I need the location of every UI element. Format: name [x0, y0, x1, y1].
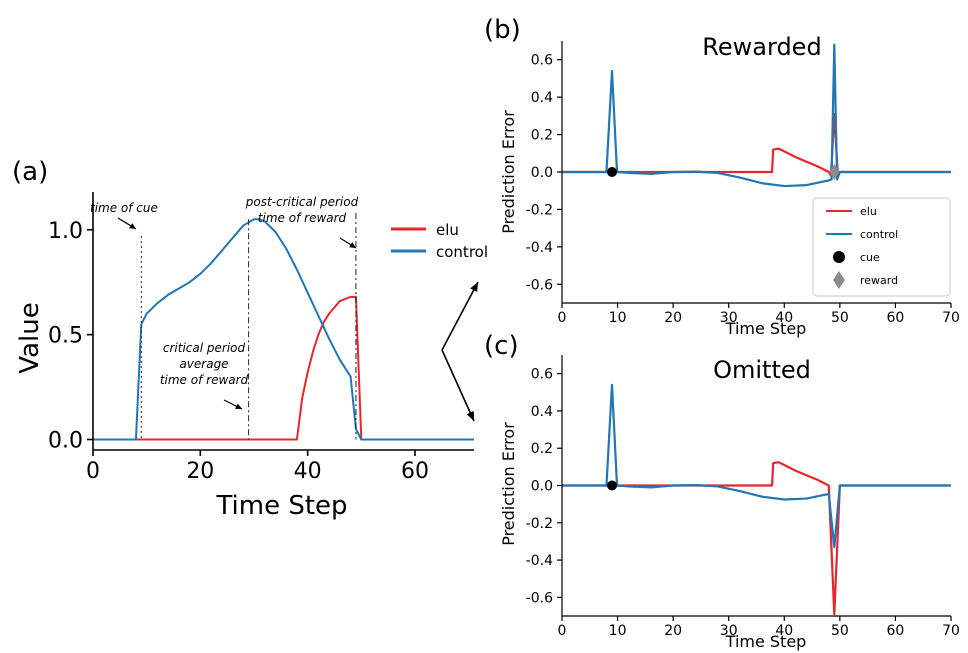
x-tick-label: 50: [831, 310, 849, 326]
y-tick-label: 0.4: [531, 404, 553, 420]
connector-arrows: [441, 281, 479, 422]
x-tick-label: 50: [831, 623, 849, 639]
x-tick-label: 20: [664, 623, 682, 639]
panel-a-legend: elu control: [391, 221, 488, 261]
x-tick-label: 20: [186, 459, 214, 484]
arrow-to-panel-c-head: [466, 411, 474, 421]
panel-c-title: Omitted: [713, 356, 811, 384]
critical-annotation-arrow-head: [235, 403, 242, 409]
legend-label-control: control: [860, 228, 898, 241]
x-tick-label: 40: [775, 623, 793, 639]
y-tick-label: -0.4: [526, 553, 553, 569]
y-tick-label: -0.6: [526, 590, 553, 606]
x-tick-label: 10: [609, 623, 627, 639]
post-critical-annotation-arrow-head: [349, 242, 356, 248]
reward-marker: [829, 164, 840, 180]
cue-marker: [607, 167, 618, 177]
panel-c-line-chart: (c) Omitted 0 10 20 30 40 50 60 70-0.6-0.4-0.20…: [484, 331, 960, 651]
series-line-control: [562, 43, 951, 188]
legend-label-elu: elu: [436, 221, 459, 239]
y-tick-label: 0.5: [48, 324, 83, 349]
arrow-to-panel-b: [441, 281, 479, 351]
x-tick-label: 60: [887, 623, 905, 639]
y-tick-label: 0.2: [531, 128, 553, 144]
panel-b-y-axis-label: Prediction Error: [499, 110, 518, 234]
cue-marker: [607, 480, 618, 491]
legend-marker-reward: [833, 271, 845, 289]
x-tick-label: 0: [558, 623, 567, 639]
annotation-post-critical-period: time of reward: [258, 211, 347, 225]
panel-b-plot-area: 0 10 20 30 40 50 60 70 -0.6 -0.4 -0.2 0.0 0.2 0.4 0.6 e…: [526, 41, 960, 326]
series-line-elu: [93, 295, 474, 441]
annotation-critical-period: time of reward: [160, 373, 249, 387]
annotation-critical-period: average: [179, 357, 228, 371]
legend-label-elu: elu: [860, 205, 877, 218]
x-tick-label: 40: [775, 310, 793, 326]
y-tick-label: 1.0: [48, 219, 83, 244]
panel-a-letter: (a): [12, 157, 48, 187]
annotation-post-critical-period: post-critical period: [245, 195, 359, 209]
x-tick-label: 70: [942, 623, 960, 639]
x-tick-label: 40: [294, 459, 322, 484]
panel-b-title: Rewarded: [702, 33, 821, 61]
panel-b-x-axis-label: Time Step: [725, 319, 807, 338]
x-tick-label: 60: [887, 310, 905, 326]
y-tick-label: -0.2: [526, 202, 553, 218]
arrow-to-panel-c: [441, 349, 475, 422]
y-tick-label: 0.0: [531, 165, 553, 181]
x-tick-label: 70: [942, 310, 960, 326]
series-line-control: [93, 218, 474, 441]
panel-c-letter: (c): [484, 331, 519, 361]
legend-frame: [812, 197, 951, 297]
series-line-elu: [562, 461, 951, 616]
panel-c-plot-area: 0 10 20 30 40 50 60 70 -0.6 -0.4 -0.2 0.0 0.2 0.4 0.6: [526, 355, 960, 639]
panel-a-y-axis-label: Value: [15, 302, 45, 373]
series-line-elu: [562, 112, 951, 177]
y-tick-label: 0.0: [48, 429, 83, 454]
x-tick-label: 0: [558, 310, 567, 326]
cue-annotation-arrow-head: [129, 223, 136, 229]
x-tick-label: 30: [720, 623, 738, 639]
legend-label-cue: cue: [860, 251, 880, 264]
panel-a-x-axis-label: Time Step: [215, 491, 347, 521]
x-tick-label: 60: [401, 459, 429, 484]
y-tick-label: 0.6: [531, 53, 553, 69]
x-tick-label: 0: [86, 459, 100, 484]
annotation-time-of-cue: time of cue: [90, 201, 158, 215]
series-line-control: [562, 383, 951, 549]
annotation-critical-period: critical period: [163, 341, 246, 355]
panel-b-line-chart: (b) Rewarded 0 10 20 30 40 50 60 70 -0.6 -0.4 -0.2…: [484, 15, 960, 338]
panel-b-legend: elu control cue reward: [812, 197, 951, 297]
legend-label-control: control: [436, 243, 488, 261]
x-tick-label: 30: [720, 310, 738, 326]
y-tick-label: -0.6: [526, 277, 553, 293]
panel-c-x-axis-label: Time Step: [725, 632, 807, 651]
panel-c-y-axis-label: Prediction Error: [499, 422, 518, 546]
y-tick-label: 0.0: [531, 479, 553, 495]
y-tick-label: -0.2: [526, 516, 553, 532]
x-tick-label: 10: [609, 310, 627, 326]
panel-a-plot-area: 0 20 40 60 0.0 0.5 1.0 time of cue critical peri…: [48, 192, 488, 484]
y-tick-label: -0.4: [526, 240, 553, 256]
x-tick-label: 20: [664, 310, 682, 326]
arrow-to-panel-b-head: [470, 282, 478, 292]
y-tick-label: 0.4: [531, 90, 553, 106]
panel-a-line-chart: (a) 0 20 40 60 0.0 0.5 1.0 time of cue critical …: [12, 157, 488, 521]
y-tick-label: 0.6: [531, 367, 553, 383]
y-tick-label: 0.2: [531, 441, 553, 457]
legend-marker-cue: [833, 251, 845, 263]
panel-b-letter: (b): [484, 15, 521, 45]
legend-label-reward: reward: [860, 274, 898, 287]
